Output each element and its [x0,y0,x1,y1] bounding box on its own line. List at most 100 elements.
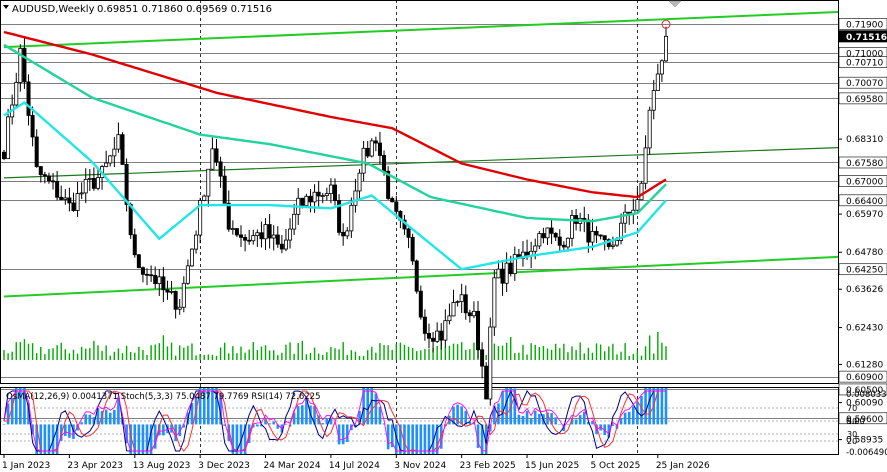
candle [500,260,505,296]
osma-bar [23,388,26,425]
ma-cyan-line[interactable] [3,101,667,271]
main-price-pane[interactable] [0,0,839,384]
candle [267,214,272,249]
osma-bar [219,395,222,425]
osma-bar [125,424,128,444]
osma-bar [435,424,439,454]
candle [63,189,68,205]
candle [447,303,452,325]
candle [369,138,374,158]
price-tick-label: 0.61280 [846,360,883,370]
osma-bar [264,418,267,425]
middle-trend-line[interactable] [3,146,839,179]
candle [492,269,497,336]
price-level-label: 0.64250 [846,266,883,276]
time-tick-label: 3 Nov 2024 [394,461,446,471]
chart-shift-marker-icon[interactable] [668,0,682,8]
price-level-box [838,92,887,105]
indicator-series [0,388,838,454]
osma-bar [256,424,259,427]
osma-bar [525,410,529,425]
candle [210,137,215,170]
osma-bar [292,412,296,425]
osma-bar [558,424,562,425]
osma-bar [190,403,194,425]
candle [320,192,325,204]
candle [394,195,399,217]
upper-trend-line[interactable] [3,10,839,49]
osma-bar [345,424,349,442]
candle [414,259,419,294]
time-tick-label: 13 Aug 2023 [133,461,191,471]
candle [55,170,60,201]
last-high-marker [661,19,671,29]
price-level-box [838,56,887,68]
price-level-box [838,156,887,169]
osma-bar [2,424,6,425]
trend-lines [3,10,839,298]
osma-bar [505,388,508,425]
candle [594,226,599,244]
price-tick-label: 0.60090 [846,399,883,409]
price-level-label: 0.67580 [846,159,883,169]
osma-bar [272,421,276,425]
price-tick-label: 0.62430 [846,324,883,334]
osma-bar [108,412,112,425]
candle [18,44,23,92]
price-level-label: 0.70070 [846,79,883,89]
lower-trend-line[interactable] [3,255,839,298]
osma-bar [533,410,537,425]
candle [87,169,92,192]
osma-bar [390,424,394,448]
osma-bar [480,424,484,454]
candle [79,182,84,200]
osma-bar [476,424,480,448]
indicator-tick-label: 0.00 [846,417,865,427]
candle [83,168,88,204]
osma-bar [378,406,382,425]
osma-bar [603,424,607,436]
osma-bar [268,423,271,425]
symbol-dropdown-icon[interactable] [3,5,9,9]
candle [357,169,362,199]
candle [570,209,575,247]
candle [406,227,411,249]
osma-bar [313,406,316,425]
candle [234,228,239,238]
candle [549,217,554,245]
candle [292,203,297,236]
price-level-box [838,263,887,276]
candle [304,193,309,206]
candle [120,132,125,165]
ma-red-line[interactable] [3,30,667,199]
osma-bar [554,417,557,425]
osma-bar [587,421,590,425]
osma-bar [215,388,218,425]
osma-bar [472,422,476,425]
osma-bar [84,414,88,425]
candle [316,181,321,207]
osma-bar [550,413,553,425]
candle [561,241,566,251]
osma-bar [223,424,226,426]
osma-bar [452,406,455,425]
osma-bar [162,424,165,436]
osma-bar [55,424,59,454]
osma-bar [341,424,345,445]
candle [194,230,199,254]
osma-bar [141,424,145,454]
osma-bar [497,403,500,425]
candle [545,227,550,246]
candle [230,220,235,235]
candle [239,225,244,248]
candle [619,213,624,245]
price-level-label: 0.66400 [846,197,883,207]
osma-bar [546,412,549,425]
rsi-line [3,390,666,452]
candle [59,185,64,201]
ma-teal-line[interactable] [3,43,667,223]
osma-bar [415,424,419,454]
candle [328,178,333,204]
osma-bar [235,424,239,454]
candle [51,172,56,190]
